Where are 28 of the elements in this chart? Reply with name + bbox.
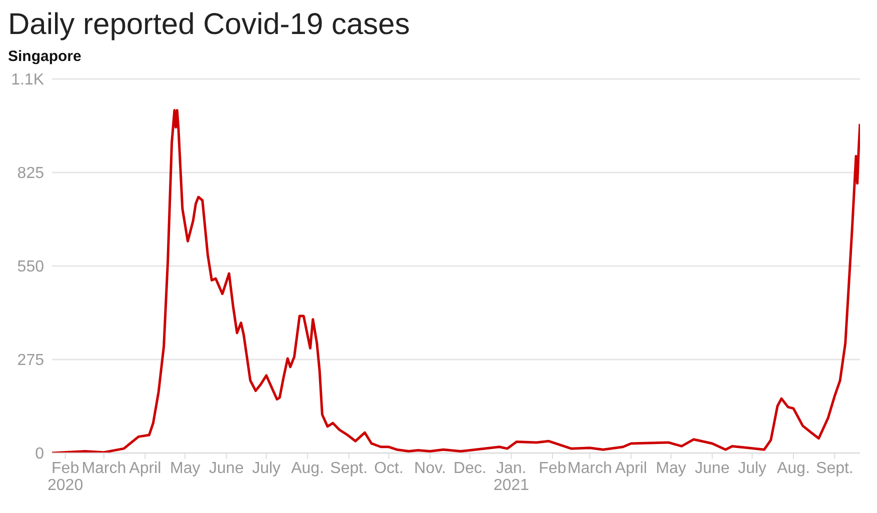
x-tick-label: March (568, 460, 612, 477)
y-tick-label: 275 (17, 352, 44, 370)
y-tick-label: 550 (17, 258, 44, 276)
x-tick-label: July (252, 460, 281, 477)
x-tick-label: June (694, 460, 730, 477)
chart-subtitle: Singapore (8, 48, 82, 65)
x-tick-label: Sept. (816, 460, 854, 477)
x-tick-label: April (129, 460, 162, 477)
line-series (52, 109, 860, 453)
y-tick-label: 1.1K (11, 72, 44, 89)
x-tick-label: Oct. (374, 460, 404, 477)
x-tick-label: May (170, 460, 200, 477)
x-tick-label: May (656, 460, 686, 477)
y-tick-label: 0 (35, 446, 44, 463)
chart-title: Daily reported Covid-19 cases (8, 8, 411, 42)
x-tick-label: June (209, 460, 244, 477)
x-tick-label: March (82, 460, 126, 477)
x-tick-label: July (738, 460, 766, 477)
x-tick-label: Feb 2020 (48, 460, 84, 494)
x-tick-label: Aug. (291, 460, 324, 477)
x-tick-label: Dec. (454, 460, 486, 477)
x-tick-label: Nov. (414, 460, 446, 477)
x-tick-label: April (615, 460, 648, 477)
x-tick-label: Aug. (776, 460, 810, 477)
x-tick-label: Feb (538, 460, 566, 477)
y-tick-label: 825 (17, 165, 44, 182)
x-tick-label: Jan. 2021 (493, 460, 530, 494)
x-tick-label: Sept. (330, 460, 368, 477)
